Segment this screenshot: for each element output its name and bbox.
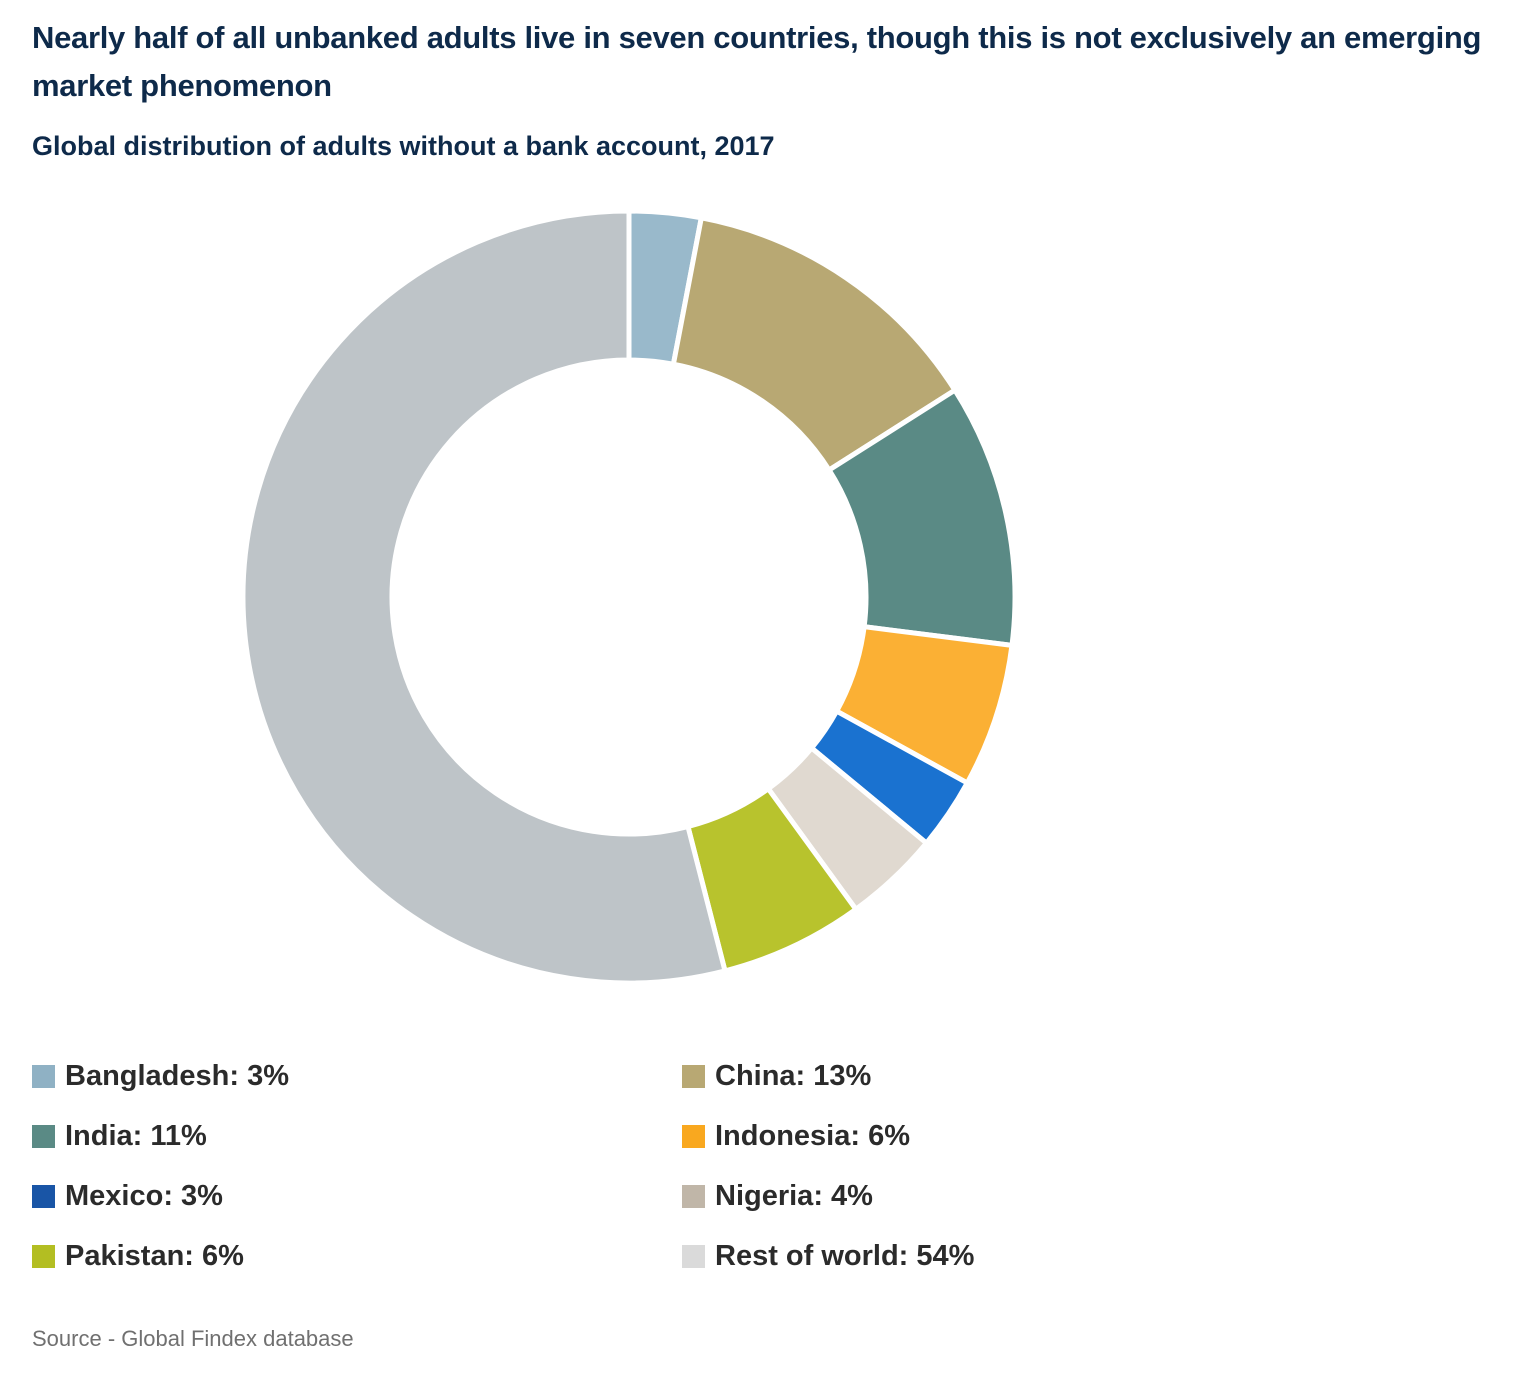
legend-swatch [682,1064,705,1088]
legend-label: China: 13% [715,1059,872,1092]
source-note: Source - Global Findex database [32,1326,354,1351]
legend-swatch [32,1244,55,1268]
legend-item-nigeria: Nigeria: 4% [682,1174,873,1218]
chart-title: Nearly half of all unbanked adults live … [32,20,1482,103]
legend-swatch [682,1184,705,1208]
legend-label: Indonesia: 6% [715,1119,910,1152]
donut-slices [240,208,1018,986]
legend-item-indonesia: Indonesia: 6% [682,1114,910,1158]
legend-swatch [32,1124,55,1148]
legend-item-rest-of-world: Rest of world: 54% [682,1234,974,1278]
chart-subtitle: Global distribution of adults without a … [32,131,775,161]
legend-swatch [32,1184,55,1208]
legend-label: India: 11% [65,1119,207,1152]
chart-legend: Bangladesh: 3% China: 13% India: 11% Indone… [32,1054,1332,1304]
donut-chart [240,208,1018,986]
legend-swatch [682,1124,705,1148]
legend-label: Bangladesh: 3% [65,1059,289,1092]
legend-swatch [682,1244,705,1268]
legend-label: Mexico: 3% [65,1179,223,1212]
legend-item-pakistan: Pakistan: 6% [32,1234,244,1278]
slice-rest-of-world [240,208,729,986]
legend-item-bangladesh: Bangladesh: 3% [32,1054,289,1098]
legend-item-mexico: Mexico: 3% [32,1174,223,1218]
legend-item-china: China: 13% [682,1054,871,1098]
legend-label: Pakistan: 6% [65,1239,244,1272]
legend-swatch [32,1064,55,1088]
legend-item-india: India: 11% [32,1114,207,1158]
legend-label: Rest of world: 54% [715,1239,975,1272]
legend-label: Nigeria: 4% [715,1179,873,1212]
